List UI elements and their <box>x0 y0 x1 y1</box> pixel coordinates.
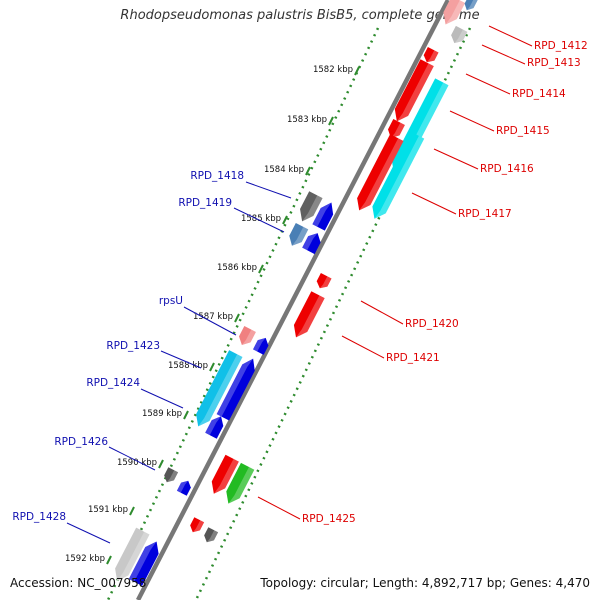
gene-rpd1421 <box>293 291 325 338</box>
gene-blue-1418 <box>312 202 334 231</box>
kbp-label: 1586 kbp <box>217 263 257 273</box>
gene-rpd1412 <box>443 0 466 25</box>
gene-rpd1413 <box>451 25 468 44</box>
kbp-label: 1587 kbp <box>193 312 233 322</box>
gene-rpd1420 <box>316 273 332 289</box>
gene-small-red <box>423 47 439 63</box>
gene-label[interactable]: RPD_1416 <box>480 163 534 175</box>
left-dotted-scale-line <box>106 27 380 600</box>
kbp-label: 1583 kbp <box>287 115 327 125</box>
gene-label[interactable]: RPD_1423 <box>106 340 160 352</box>
kbp-label: 1588 kbp <box>168 361 208 371</box>
gene-rpsU <box>238 326 256 345</box>
kbp-tick <box>234 313 240 323</box>
gene-label[interactable]: RPD_1420 <box>405 318 459 330</box>
gene-blue-1426 <box>176 480 191 496</box>
gene-rpd1417 <box>357 134 404 211</box>
gene-small-red-2 <box>190 517 205 533</box>
genome-title: Rhodopseudomonas palustris BisB5, comple… <box>120 8 480 23</box>
kbp-label: 1589 kbp <box>142 409 182 419</box>
gene-blue-1424b <box>205 416 224 439</box>
kbp-tick <box>354 66 360 76</box>
label-leader <box>140 388 184 409</box>
gene-label[interactable]: RPD_1419 <box>178 197 232 209</box>
gene-rpd1415 <box>387 119 405 138</box>
gene-label[interactable]: RPD_1418 <box>190 170 244 182</box>
gene-rpd1423 <box>196 350 243 427</box>
gene-label[interactable]: RPD_1425 <box>302 513 356 525</box>
label-leader <box>433 148 479 170</box>
label-leader <box>488 25 533 47</box>
gene-rpd1416b <box>372 131 425 219</box>
accession-text: Accession: NC_007958 <box>10 576 147 590</box>
genome-backbone <box>136 0 450 600</box>
gene-blue-1428 <box>128 541 159 586</box>
label-leader <box>341 335 385 359</box>
kbp-label: 1592 kbp <box>65 554 105 564</box>
label-leader <box>245 181 292 199</box>
kbp-label: 1591 kbp <box>88 505 128 515</box>
label-leader <box>481 44 526 65</box>
gene-label[interactable]: RPD_1424 <box>86 377 140 389</box>
kbp-tick <box>129 506 135 516</box>
gene-label[interactable]: RPD_1421 <box>386 352 440 364</box>
kbp-tick <box>183 410 189 420</box>
label-leader <box>66 522 111 544</box>
kbp-tick <box>282 215 288 225</box>
gene-features <box>115 0 478 586</box>
kbp-tick <box>305 166 311 176</box>
kbp-tick <box>158 459 164 469</box>
gene-labels: RPD_1418 RPD_1419 rpsU RPD_1423 RPD_1424 RPD_… <box>12 25 588 544</box>
gene-grey-1427 <box>204 527 219 543</box>
gene-label[interactable]: RPD_1417 <box>458 208 512 220</box>
kbp-label: 1582 kbp <box>313 65 353 75</box>
kbp-label: 1590 kbp <box>117 458 157 468</box>
gene-top-blue <box>464 0 478 11</box>
gene-label[interactable]: rpsU <box>159 295 183 307</box>
label-leader <box>360 300 404 325</box>
kbp-tick <box>209 362 215 372</box>
gene-blue-1419 <box>302 233 321 255</box>
label-leader <box>160 350 202 369</box>
gene-rpd1425 <box>226 462 255 504</box>
kbp-label: 1585 kbp <box>241 214 281 224</box>
gene-rpd1424 <box>216 358 255 421</box>
label-leader <box>257 496 301 520</box>
gene-label[interactable]: RPD_1426 <box>54 436 108 448</box>
label-leader <box>465 73 511 95</box>
gene-blue-rpsU <box>252 337 269 355</box>
gene-label[interactable]: RPD_1415 <box>496 125 550 137</box>
label-leader <box>183 306 237 336</box>
label-leader <box>411 192 457 215</box>
label-leader <box>449 110 495 132</box>
gene-rpd1414 <box>394 59 434 122</box>
kbp-label: 1584 kbp <box>264 165 304 175</box>
label-leader <box>233 207 285 233</box>
gene-red-1425 <box>211 454 239 494</box>
topology-text: Topology: circular; Length: 4,892,717 bp… <box>260 576 590 590</box>
gene-rpd1418 <box>300 191 323 222</box>
kbp-tick <box>106 555 112 565</box>
gene-rpd1428 <box>115 527 150 581</box>
kbp-tick <box>328 116 334 126</box>
gene-label[interactable]: RPD_1414 <box>512 88 566 100</box>
kbp-scale: 1582 kbp 1583 kbp 1584 kbp 1585 kbp 1586 kbp… <box>65 65 360 565</box>
gene-label[interactable]: RPD_1413 <box>527 57 581 69</box>
gene-rpd1419 <box>289 223 309 246</box>
gene-label[interactable]: RPD_1428 <box>12 511 66 523</box>
kbp-tick <box>258 264 264 274</box>
gene-label[interactable]: RPD_1412 <box>534 40 588 52</box>
gene-rpd1426 <box>164 467 179 483</box>
label-leader <box>108 446 156 471</box>
